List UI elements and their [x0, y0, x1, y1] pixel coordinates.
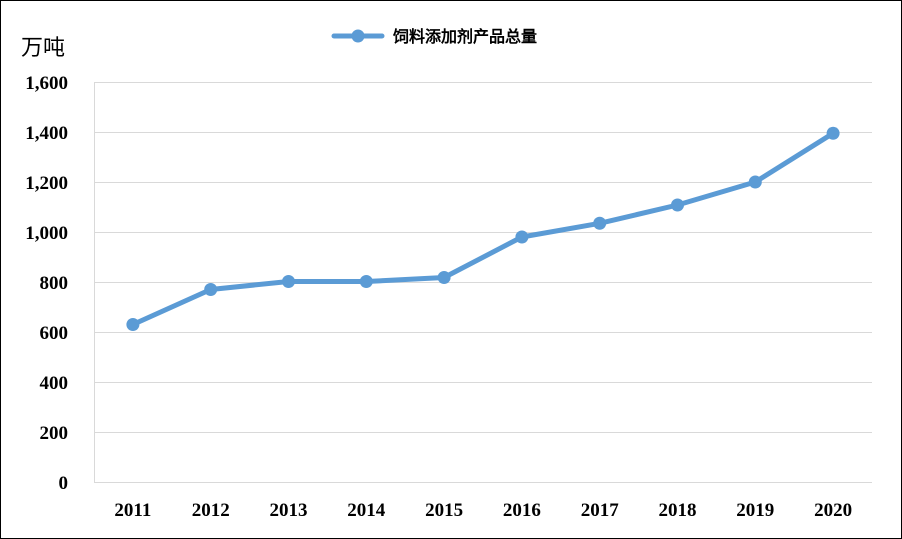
data-point-2018	[671, 198, 684, 212]
series-line	[130, 130, 836, 327]
legend-swatch-marker	[351, 29, 365, 43]
y-axis-unit-label: 万吨	[21, 36, 65, 61]
x-tick-label-4: 2015	[425, 500, 463, 521]
data-point-2014	[359, 275, 373, 288]
data-point-2020	[826, 126, 840, 140]
y-tick-label-0: 0	[59, 473, 69, 494]
x-tick-label-0: 2011	[114, 500, 151, 521]
y-tick-label-1: 200	[40, 423, 69, 444]
data-point-2016	[515, 230, 529, 244]
data-point-2011	[126, 318, 140, 331]
legend: 饲料添加剂产品总量	[331, 27, 537, 46]
x-axis-ticks: 2011 2012 2013 2014 2015 2016 2017 2018 2019 2020	[114, 500, 852, 521]
data-point-2019	[748, 175, 762, 189]
series-layer	[126, 126, 840, 331]
x-tick-label-7: 2018	[659, 500, 697, 521]
y-tick-label-2: 400	[40, 373, 69, 394]
gridlines	[94, 82, 872, 483]
data-point-2013	[282, 275, 295, 288]
y-tick-label-6: 1,200	[25, 173, 68, 194]
y-tick-label-7: 1,400	[25, 123, 68, 144]
x-tick-label-3: 2014	[347, 500, 386, 521]
data-point-2017	[593, 216, 607, 230]
x-tick-label-2: 2013	[270, 500, 308, 521]
x-tick-label-9: 2020	[814, 500, 852, 521]
x-tick-label-1: 2012	[192, 500, 230, 521]
data-point-2012	[204, 283, 218, 296]
y-tick-label-4: 800	[40, 273, 69, 294]
y-tick-label-8: 1,600	[25, 73, 68, 94]
y-axis-ticks: 0 200 400 600 800 1,000 1,200 1,400 1,600	[25, 73, 68, 494]
legend-label: 饲料添加剂产品总量	[392, 27, 537, 46]
y-tick-label-3: 600	[40, 323, 69, 344]
y-tick-label-5: 1,000	[25, 223, 68, 244]
x-tick-label-5: 2016	[503, 500, 541, 521]
data-point-2015	[437, 271, 451, 284]
x-tick-label-8: 2019	[736, 500, 774, 521]
x-tick-label-6: 2017	[581, 500, 620, 521]
